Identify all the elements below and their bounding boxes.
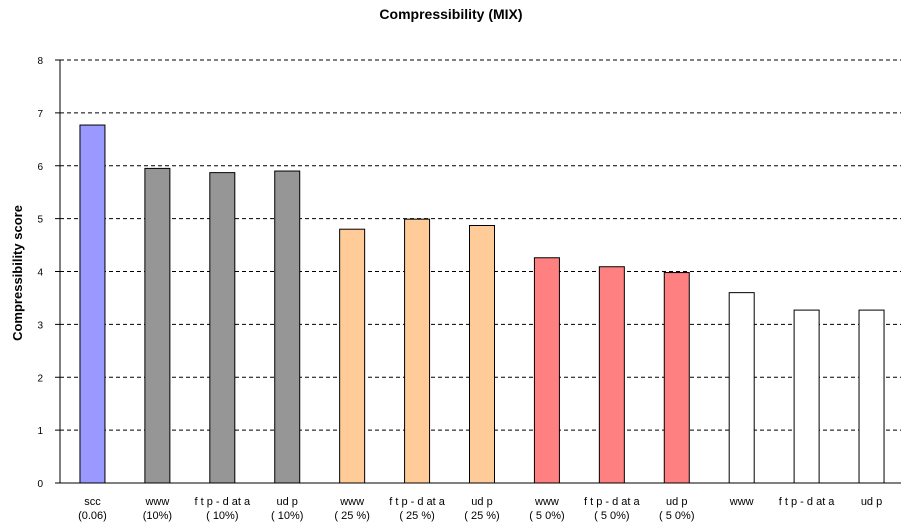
bar xyxy=(209,172,236,484)
x-tick-label: ( 25 %) xyxy=(334,510,369,522)
x-tick-label: (10%) xyxy=(143,510,172,522)
x-tick-label: ( 5 0%) xyxy=(594,510,629,522)
x-tick-label: scc xyxy=(84,496,101,508)
x-tick-label: (0.06) xyxy=(78,510,107,522)
x-tick-label: ud p xyxy=(277,496,298,508)
x-tick-label: www xyxy=(729,496,754,508)
bar xyxy=(793,309,820,484)
x-tick-label: www xyxy=(339,496,364,508)
bar xyxy=(79,124,106,484)
y-tick-label: 6 xyxy=(37,162,43,173)
bar xyxy=(404,218,431,484)
bar xyxy=(663,272,690,484)
x-tick-label: f t p - d at a xyxy=(389,496,446,508)
bar xyxy=(533,257,560,484)
y-tick-label: 3 xyxy=(37,320,43,331)
x-tick-label: f t p - d at a xyxy=(779,496,836,508)
bar xyxy=(144,167,171,484)
x-tick-label: ( 5 0%) xyxy=(529,510,564,522)
bar xyxy=(339,228,366,484)
x-tick-label: ( 10%) xyxy=(206,510,238,522)
x-tick-label: www xyxy=(144,496,169,508)
bar xyxy=(598,266,625,484)
y-tick-label: 1 xyxy=(37,426,43,437)
chart-title: Compressibility (MIX) xyxy=(379,6,522,22)
y-tick-labels: 0 1 2 3 4 5 6 7 8 xyxy=(37,56,60,490)
x-tick-label: ud p xyxy=(861,496,882,508)
bar xyxy=(274,170,301,484)
x-tick-label: www xyxy=(534,496,559,508)
bars xyxy=(79,124,885,484)
bar xyxy=(469,224,495,484)
x-tick-label: ud p xyxy=(471,496,492,508)
x-tick-labels: scc (0.06) www (10%) f t p - d at a ( 10%) ud … xyxy=(78,496,882,522)
bar xyxy=(858,309,885,484)
y-axis-label: Compressibility score xyxy=(10,205,25,341)
bar xyxy=(728,292,755,484)
x-tick-label: ( 10%) xyxy=(271,510,303,522)
y-tick-label: 0 xyxy=(37,479,43,490)
y-tick-label: 4 xyxy=(37,268,43,279)
y-tick-label: 2 xyxy=(37,373,43,384)
x-tick-label: ( 5 0%) xyxy=(659,510,694,522)
x-tick-label: f t p - d at a xyxy=(194,496,251,508)
y-tick-label: 7 xyxy=(37,109,43,120)
y-tick-label: 8 xyxy=(37,56,43,67)
x-tick-label: f t p - d at a xyxy=(584,496,641,508)
x-tick-label: ud p xyxy=(666,496,687,508)
x-tick-label: ( 25 %) xyxy=(399,510,434,522)
x-tick-label: ( 25 %) xyxy=(464,510,499,522)
y-tick-label: 5 xyxy=(37,215,43,226)
